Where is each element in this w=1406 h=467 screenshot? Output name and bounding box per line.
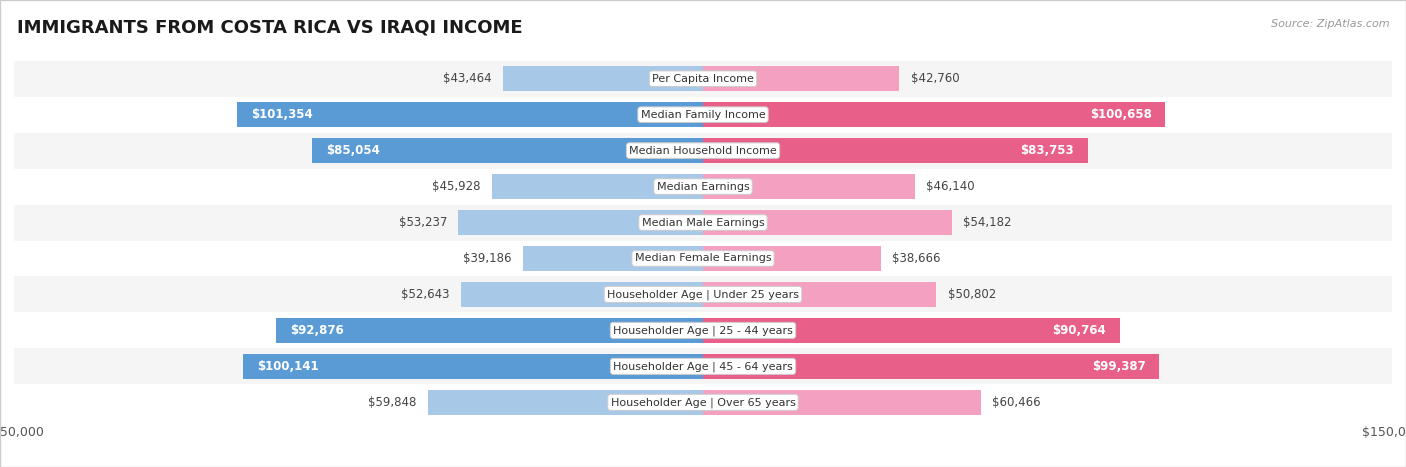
Bar <box>238 102 703 127</box>
Bar <box>14 276 1392 312</box>
Text: $100,658: $100,658 <box>1090 108 1152 121</box>
Bar <box>703 282 936 307</box>
Text: $99,387: $99,387 <box>1092 360 1146 373</box>
Text: $92,876: $92,876 <box>290 324 344 337</box>
Bar <box>14 169 1392 205</box>
Bar <box>14 97 1392 133</box>
Text: $83,753: $83,753 <box>1021 144 1074 157</box>
Text: Per Capita Income: Per Capita Income <box>652 74 754 84</box>
Text: Median Male Earnings: Median Male Earnings <box>641 218 765 227</box>
Text: $100,141: $100,141 <box>257 360 319 373</box>
Text: $39,186: $39,186 <box>463 252 512 265</box>
Text: Median Household Income: Median Household Income <box>628 146 778 156</box>
Bar <box>523 246 703 271</box>
Bar <box>14 61 1392 97</box>
Bar <box>14 205 1392 241</box>
Text: $90,764: $90,764 <box>1052 324 1107 337</box>
Text: $60,466: $60,466 <box>993 396 1040 409</box>
Text: $52,643: $52,643 <box>401 288 450 301</box>
Bar <box>503 66 703 91</box>
Bar <box>703 390 981 415</box>
Text: $59,848: $59,848 <box>368 396 416 409</box>
Text: Householder Age | Over 65 years: Householder Age | Over 65 years <box>610 397 796 408</box>
Bar <box>243 354 703 379</box>
Text: Median Earnings: Median Earnings <box>657 182 749 191</box>
Bar <box>14 133 1392 169</box>
Text: $46,140: $46,140 <box>927 180 974 193</box>
Text: $42,760: $42,760 <box>911 72 959 85</box>
Bar <box>703 354 1160 379</box>
Text: $53,237: $53,237 <box>399 216 447 229</box>
Text: $85,054: $85,054 <box>326 144 380 157</box>
Bar <box>458 210 703 235</box>
Text: Median Family Income: Median Family Income <box>641 110 765 120</box>
Bar <box>703 66 900 91</box>
Bar <box>461 282 703 307</box>
Bar <box>427 390 703 415</box>
Text: Median Female Earnings: Median Female Earnings <box>634 254 772 263</box>
Text: Householder Age | 25 - 44 years: Householder Age | 25 - 44 years <box>613 325 793 336</box>
Text: $101,354: $101,354 <box>252 108 314 121</box>
Text: Householder Age | Under 25 years: Householder Age | Under 25 years <box>607 289 799 300</box>
Bar <box>703 246 880 271</box>
Bar <box>703 138 1088 163</box>
Text: IMMIGRANTS FROM COSTA RICA VS IRAQI INCOME: IMMIGRANTS FROM COSTA RICA VS IRAQI INCO… <box>17 19 523 37</box>
Text: $50,802: $50,802 <box>948 288 995 301</box>
Bar <box>703 210 952 235</box>
Bar <box>14 312 1392 348</box>
Bar <box>277 318 703 343</box>
Text: Householder Age | 45 - 64 years: Householder Age | 45 - 64 years <box>613 361 793 372</box>
Text: $54,182: $54,182 <box>963 216 1012 229</box>
Bar <box>703 102 1166 127</box>
Bar <box>312 138 703 163</box>
Text: Source: ZipAtlas.com: Source: ZipAtlas.com <box>1271 19 1389 28</box>
Bar <box>703 318 1119 343</box>
Text: $38,666: $38,666 <box>891 252 941 265</box>
Bar <box>14 348 1392 384</box>
Bar <box>492 174 703 199</box>
Bar <box>14 384 1392 420</box>
Text: $45,928: $45,928 <box>432 180 481 193</box>
Bar <box>14 241 1392 276</box>
Text: $43,464: $43,464 <box>443 72 492 85</box>
Bar <box>703 174 915 199</box>
